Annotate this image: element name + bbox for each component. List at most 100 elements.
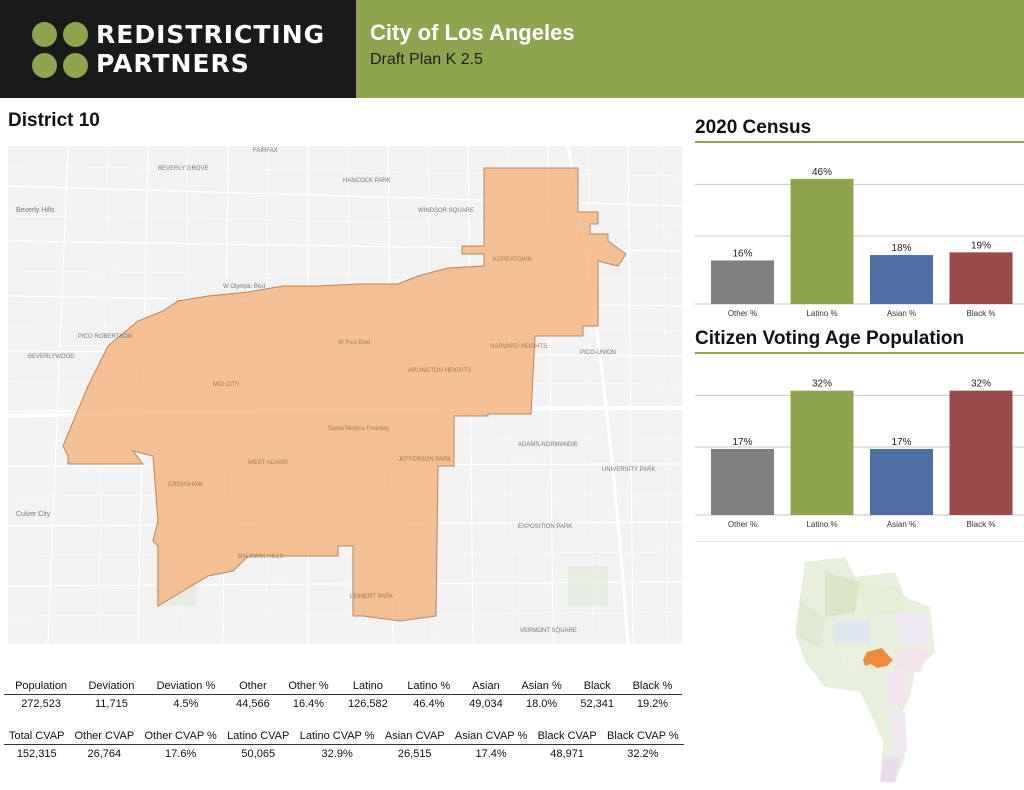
- map-label-jefferson-park: JEFFERSON PARK: [398, 457, 451, 463]
- map-label-beverly-grove: BEVERLY GROVE: [158, 166, 208, 172]
- cvap-bar-chart: 17% Other % 32% Latino % 17% Asian % 32% Black …: [695, 357, 1024, 533]
- cvap-table-header-2: Other CVAP %: [139, 730, 223, 745]
- logo-line-1: REDISTRICTING: [96, 20, 326, 49]
- map-label-exposition-park: EXPOSITION PARK: [518, 524, 572, 530]
- census-bar-black: [949, 252, 1013, 304]
- census-category-label: Asian %: [887, 309, 916, 318]
- population-table-cell-0: 272,523: [21, 698, 61, 710]
- census-bar-asian: [870, 255, 933, 304]
- cvap-data-label: 32%: [812, 379, 832, 390]
- district-10-boundary: [62, 167, 627, 622]
- district-map: Beverly Hills Culver City PICO ROBERTSON…: [8, 146, 682, 644]
- population-table-header-9: Black: [571, 680, 623, 695]
- population-table-header-10: Black %: [622, 680, 682, 695]
- population-table-cell-4: 16.4%: [292, 698, 325, 710]
- census-data-label: 46%: [812, 167, 832, 178]
- census-title: 2020 Census: [695, 117, 812, 138]
- cvap-table-cell-5: 26,515: [397, 748, 432, 760]
- inset-district-highlight: [863, 648, 893, 668]
- cvap-table-cell-6: 17.4%: [475, 748, 507, 760]
- population-table-cell-9: 52,341: [580, 698, 614, 710]
- population-table-cell-5: 126,582: [348, 698, 388, 710]
- map-label-pico-union: PICO-UNION: [580, 350, 616, 356]
- header-logo-panel: REDISTRICTING PARTNERS: [0, 0, 356, 98]
- cvap-table-cell-1: 26,764: [87, 748, 122, 760]
- population-table-cell-7: 49,034: [469, 698, 503, 710]
- population-table-cell-1: 11,715: [95, 698, 128, 710]
- population-table-header-2: Deviation %: [144, 680, 228, 695]
- cvap-table-header-5: Asian CVAP: [379, 730, 450, 745]
- cvap-category-label: Other %: [728, 520, 757, 529]
- census-category-label: Other %: [728, 309, 757, 318]
- census-bar-chart: 16% Other % 46% Latino % 18% Asian % 19% Black …: [695, 146, 1024, 322]
- population-table-cell-3: 44,566: [236, 698, 270, 710]
- cvap-bar-asian: [870, 448, 933, 515]
- population-table-header-row: Population Deviation Deviation % Other Other…: [4, 680, 682, 695]
- cvap-table-header-7: Black CVAP: [532, 730, 602, 745]
- map-label-mid-city: MID CITY: [213, 382, 239, 388]
- map-svg: Beverly Hills Culver City PICO ROBERTSON…: [8, 146, 682, 644]
- census-chart-svg: 16% Other % 46% Latino % 18% Asian % 19% Black …: [695, 167, 1024, 318]
- map-label-culver-city: Culver City: [16, 511, 51, 518]
- logo-wordmark: REDISTRICTING PARTNERS: [96, 20, 325, 78]
- map-label-arlington-heights: ARLINGTON HEIGHTS: [408, 368, 471, 374]
- map-label-crenshaw: CRENSHAW: [168, 482, 203, 488]
- population-table-header-5: Latino: [338, 680, 398, 695]
- map-label-hancock-park: HANCOCK PARK: [343, 178, 391, 184]
- cvap-category-label: Latino %: [806, 520, 837, 529]
- map-label-adams-normandie: ADAMS-NORMANDIE: [518, 442, 578, 448]
- cvap-table-cell-4: 32.9%: [321, 748, 353, 760]
- cvap-table-header-4: Latino CVAP %: [294, 730, 380, 745]
- map-label-pico-blvd: W Pico Blvd: [338, 340, 370, 346]
- header-title-panel: [356, 0, 1024, 98]
- cvap-title-rule: [695, 352, 1024, 354]
- cvap-category-label: Asian %: [887, 520, 916, 529]
- population-table-cell-8: 18.0%: [525, 698, 558, 710]
- census-bar-latino: [790, 178, 854, 304]
- cvap-data-label: 17%: [732, 437, 752, 448]
- city-title: City of Los Angeles: [370, 20, 575, 45]
- census-data-label: 16%: [732, 248, 752, 259]
- cvap-data-label: 17%: [891, 437, 911, 448]
- district-title: District 10: [8, 110, 100, 131]
- cvap-table-header-row: Total CVAP Other CVAP Other CVAP % Latino C…: [4, 730, 684, 745]
- cvap-bar-latino: [790, 390, 854, 515]
- map-label-fairfax: FAIRFAX: [253, 148, 278, 154]
- population-table-header-7: Asian: [460, 680, 512, 695]
- cvap-title: Citizen Voting Age Population: [695, 328, 965, 349]
- cvap-bar-other: [711, 448, 774, 515]
- map-label-pico-robertson: PICO ROBERTSON: [78, 334, 132, 340]
- cvap-table-header-3: Latino CVAP: [222, 730, 295, 745]
- cvap-data-label: 32%: [971, 379, 991, 390]
- map-label-university-park: UNIVERSITY PARK: [602, 467, 655, 473]
- inset-map-svg: [795, 557, 935, 782]
- census-data-label: 19%: [971, 240, 991, 251]
- logo-line-2: PARTNERS: [96, 49, 250, 78]
- population-table-header-4: Other %: [278, 680, 339, 695]
- cvap-table-header-8: Black CVAP %: [601, 730, 684, 745]
- cvap-stats-table: Total CVAP Other CVAP Other CVAP % Latino C…: [4, 730, 684, 760]
- population-table-cell-10: 19.2%: [636, 698, 669, 710]
- population-table-cell-6: 46.4%: [413, 698, 445, 710]
- population-table-header-1: Deviation: [78, 680, 145, 695]
- cvap-table-header-0: Total CVAP: [4, 730, 70, 745]
- population-table-row: 272,523 11,715 4.5% 44,566 16.4% 126,582 46.4%…: [4, 695, 682, 710]
- map-label-west-adams: WEST ADAMS: [248, 460, 288, 466]
- inset-locator-map: [695, 541, 1024, 785]
- logo-icon: [32, 22, 90, 78]
- population-stats-table: Population Deviation Deviation % Other Other…: [4, 680, 682, 710]
- population-table-header-8: Asian %: [511, 680, 572, 695]
- map-label-baldwin-hills: BALDWIN HILLS: [238, 554, 284, 560]
- cvap-table-cell-8: 32.2%: [627, 748, 659, 760]
- population-table-header-6: Latino %: [397, 680, 461, 695]
- population-table-header-0: Population: [4, 680, 79, 695]
- cvap-table-cell-0: 152,315: [16, 748, 57, 760]
- map-label-harvard-heights: HARVARD HEIGHTS: [490, 344, 547, 350]
- cvap-table-cell-3: 50,065: [241, 748, 276, 760]
- cvap-bar-black: [949, 390, 1013, 515]
- cvap-table-cell-7: 48,971: [550, 748, 584, 760]
- cvap-category-label: Black %: [967, 520, 996, 529]
- map-label-vermont-square: VERMONT SQUARE: [520, 628, 577, 634]
- plan-subtitle: Draft Plan K 2.5: [370, 51, 483, 68]
- map-label-santa-monica-fwy: Santa Monica Freeway: [328, 426, 389, 432]
